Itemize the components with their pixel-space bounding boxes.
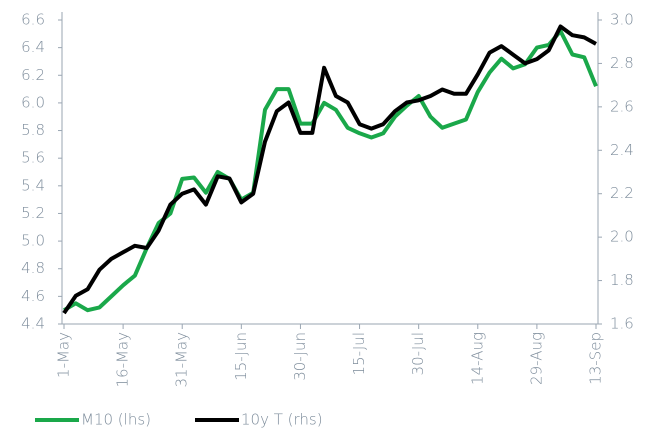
y2-tick-label: 2.0: [610, 228, 634, 246]
y-tick-label: 5.8: [21, 121, 45, 139]
series-line: [62, 24, 597, 315]
y-tick-label: 5.0: [21, 232, 45, 250]
y-tick-label: 4.6: [21, 287, 45, 305]
y2-tick-label: 1.8: [610, 271, 634, 289]
y2-tick-label: 2.2: [610, 184, 634, 202]
y2-tick-label: 3.0: [610, 11, 634, 29]
y-tick-label: 6.6: [21, 11, 45, 29]
y-tick-label: 6.2: [21, 66, 45, 84]
legend-label: M10 (lhs): [81, 411, 151, 429]
x-tick-label: 13-Sep: [587, 332, 605, 385]
legend-label: 10y T (rhs): [241, 411, 323, 429]
x-tick-label: 31-May: [173, 332, 191, 388]
x-tick-label: 30-Jul: [409, 332, 427, 375]
y-tick-label: 6.0: [21, 93, 45, 111]
x-tick-label: 15-Jun: [232, 332, 250, 381]
y-tick-label: 5.6: [21, 149, 45, 167]
y2-tick-label: 2.4: [610, 141, 634, 159]
x-tick-label: 16-May: [114, 332, 132, 388]
y2-tick-label: 1.6: [610, 315, 634, 333]
y-tick-label: 5.2: [21, 204, 45, 222]
x-tick-label: 1-May: [55, 332, 73, 378]
y2-tick-label: 2.8: [610, 54, 634, 72]
x-tick-label: 30-Jun: [291, 332, 309, 381]
y-tick-label: 4.8: [21, 259, 45, 277]
y-tick-label: 6.4: [21, 38, 45, 56]
x-tick-label: 15-Jul: [350, 332, 368, 375]
y-tick-label: 5.4: [21, 176, 45, 194]
series-line: [62, 29, 598, 313]
y-tick-label: 4.4: [21, 315, 45, 333]
x-tick-label: 14-Aug: [468, 332, 486, 385]
x-tick-label: 29-Aug: [527, 332, 545, 385]
y2-tick-label: 2.6: [610, 97, 634, 115]
